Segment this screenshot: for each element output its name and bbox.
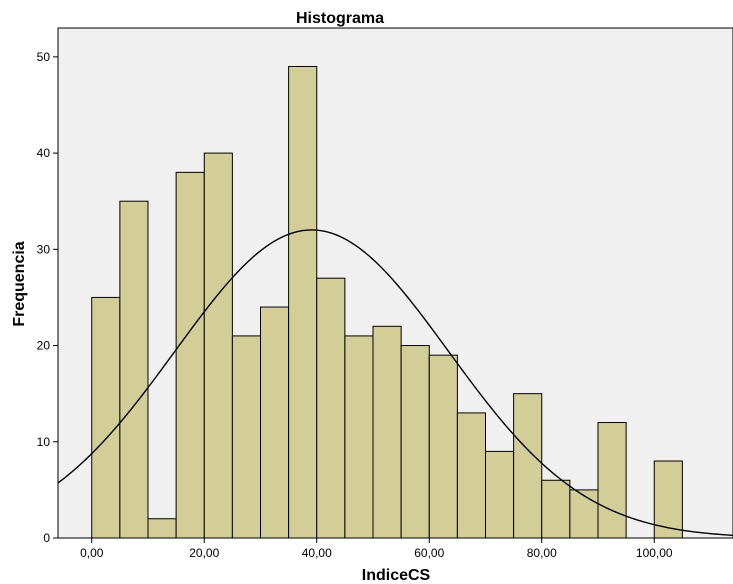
histogram-bar [260, 306, 290, 539]
y-tick-label: 20 [37, 339, 51, 353]
histogram-bar [147, 518, 177, 539]
histogram-bar [456, 412, 486, 539]
histogram-bar [231, 335, 261, 539]
y-tick-label: 40 [37, 146, 51, 160]
histogram-bar [569, 489, 599, 539]
y-ticks-layer: 0 10 20 30 40 50 [37, 50, 58, 545]
histogram-bar [119, 200, 149, 539]
x-tick-label: 40,00 [302, 546, 332, 560]
x-tick-label: 100,00 [636, 546, 673, 560]
histogram-bar [372, 325, 402, 539]
histogram-bar [541, 479, 571, 539]
x-tick-label: 0,00 [80, 546, 104, 560]
histogram-bar [400, 345, 430, 539]
histogram-bar [597, 422, 627, 539]
x-axis-title: IndiceCS [362, 567, 431, 584]
histogram-bar [485, 450, 515, 539]
y-tick-label: 10 [37, 435, 51, 449]
histogram-bar [316, 277, 346, 539]
chart-title: Histograma [296, 10, 384, 27]
x-tick-label: 80,00 [527, 546, 557, 560]
x-tick-label: 20,00 [189, 546, 219, 560]
y-tick-label: 30 [37, 242, 51, 256]
histogram-bar [344, 335, 374, 539]
histogram-bar [653, 460, 683, 539]
histogram-bar [428, 354, 458, 539]
y-tick-label: 50 [37, 50, 51, 64]
y-tick-label: 0 [43, 531, 50, 545]
y-axis-title: Frequencia [11, 241, 28, 326]
histogram-bar [288, 65, 318, 539]
x-ticks-layer: 0,00 20,00 40,00 60,00 80,00 100,00 [80, 538, 673, 560]
histogram-bar [513, 393, 543, 539]
x-tick-label: 60,00 [414, 546, 444, 560]
histogram-bar [203, 152, 233, 539]
histogram-bar [91, 296, 121, 539]
normal-curve [57, 229, 733, 537]
histogram-bar [175, 171, 205, 539]
